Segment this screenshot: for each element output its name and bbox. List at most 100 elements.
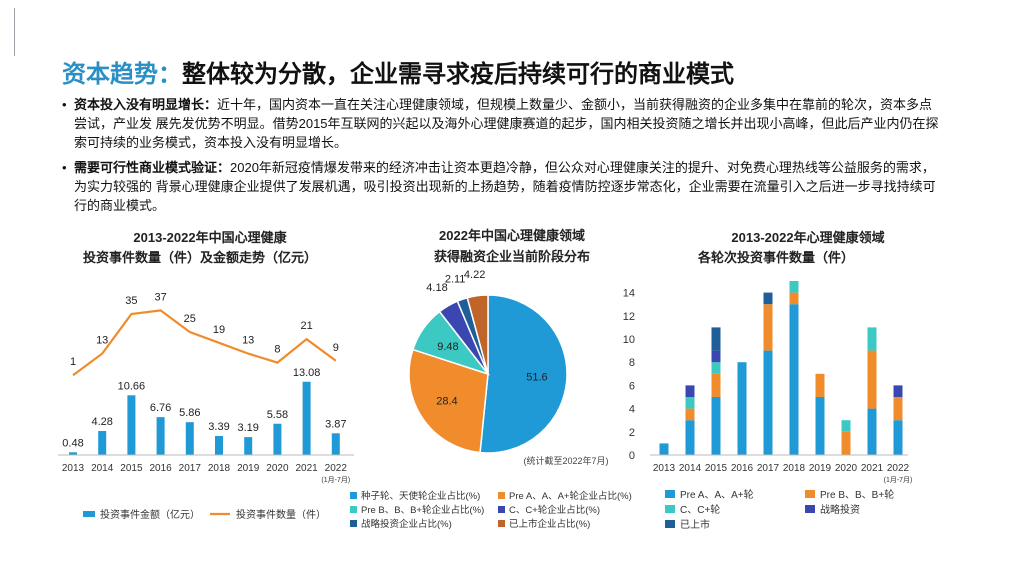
- chart3-x-tick: 2018: [783, 463, 806, 474]
- chart3-x-tick: 2015: [705, 463, 728, 474]
- chart1-line-label: 8: [274, 344, 280, 356]
- chart1-bar-label: 10.66: [118, 380, 146, 392]
- chart3-bar-segment: [711, 362, 721, 374]
- chart1-x-tick: 2019: [237, 463, 260, 474]
- chart1-bar: [331, 433, 340, 455]
- investment-trend-chart: 2013-2022年中国心理健康 投资事件数量（件）及金额走势（亿元） 0.48…: [58, 230, 354, 521]
- chart3-x-tick: 2013: [653, 463, 676, 474]
- funding-stage-pie-chart: 2022年中国心理健康领域 获得融资企业当前阶段分布 51.6 28.4 9.48 4…: [350, 228, 632, 530]
- chart3-bar-segment: [841, 420, 851, 432]
- chart2-slice-label: 4.18: [426, 282, 447, 294]
- chart1-x-tick-note: (1月-7月): [321, 476, 350, 484]
- chart1-bar: [244, 437, 253, 455]
- chart3-x-tick-note: (1月-7月): [884, 476, 913, 484]
- chart2-legend-swatch: [350, 520, 357, 527]
- chart2-legend-swatch: [498, 506, 505, 513]
- chart3-bar-segment: [867, 408, 877, 455]
- chart1-bar: [127, 395, 136, 455]
- chart3-bar-segment: [789, 304, 799, 455]
- chart3-bar-segment: [841, 431, 851, 455]
- chart1-x-tick: 2014: [91, 463, 114, 474]
- chart3-legend-label: C、C+轮: [680, 503, 720, 516]
- chart1-bar-label: 5.58: [267, 409, 288, 421]
- chart3-x-tick: 2014: [679, 463, 702, 474]
- chart3-legend-swatch: [805, 505, 815, 513]
- chart1-bar-label: 3.19: [237, 422, 258, 434]
- chart1-title-line1: 2013-2022年中国心理健康: [133, 230, 287, 245]
- chart1-bar: [215, 436, 223, 455]
- chart3-legend-swatch: [665, 520, 675, 528]
- chart3-bar-segment: [711, 397, 721, 455]
- chart3-bar-segment: [711, 373, 721, 397]
- summary-bullets: 资本投入没有明显增长：近十年，国内资本一直在关注心理健康领域，但规模上数量少、金…: [62, 95, 942, 221]
- chart3-y-tick: 12: [623, 311, 635, 323]
- chart3-legend-label: 已上市: [680, 518, 710, 531]
- chart1-bar: [98, 431, 107, 455]
- chart2-title-line2: 获得融资企业当前阶段分布: [434, 249, 590, 264]
- chart2-legend-label: 战略投资企业占比(%): [361, 518, 452, 530]
- chart2-pie-slice: [408, 348, 489, 454]
- chart3-y-tick: 2: [629, 427, 635, 439]
- chart3-title-line2: 各轮次投资事件数量（件）: [697, 250, 854, 265]
- chart1-legend-swatch-amount: [83, 511, 95, 517]
- chart3-x-tick: 2017: [757, 463, 780, 474]
- chart3-bar-segment: [815, 373, 825, 397]
- chart1-line-label: 13: [242, 335, 254, 347]
- chart1-bar: [185, 422, 194, 455]
- chart3-y-tick: 10: [623, 334, 635, 346]
- chart1-bar-label: 3.87: [325, 418, 346, 430]
- chart1-line-label: 25: [184, 313, 196, 325]
- chart1-line-label: 13: [96, 335, 108, 347]
- chart3-legend-swatch: [665, 490, 675, 498]
- chart1-x-tick: 2018: [208, 463, 231, 474]
- chart3-bar-segment: [893, 385, 903, 397]
- chart2-legend-swatch: [350, 492, 357, 499]
- chart3-bar-segment: [815, 397, 825, 455]
- chart3-bar-segment: [763, 292, 773, 305]
- chart2-legend-label: 已上市企业占比(%): [509, 518, 590, 530]
- chart1-bar-label: 3.39: [208, 421, 229, 433]
- chart3-x-tick: 2022: [887, 463, 910, 474]
- chart2-pie-slice: [466, 294, 489, 375]
- chart3-legend-label: Pre A、A、A+轮: [680, 488, 754, 501]
- chart3-title-line1: 2013-2022年心理健康领域: [731, 230, 884, 245]
- chart1-bar-label: 6.76: [150, 402, 171, 414]
- chart3-legend-swatch: [805, 490, 815, 498]
- chart1-line-label: 9: [333, 342, 339, 354]
- page-title-main: 整体较为分散，企业需寻求疫后持续可行的商业模式: [182, 61, 734, 88]
- chart3-y-tick: 0: [629, 450, 635, 462]
- chart1-bar-label: 4.28: [91, 416, 112, 428]
- header-divider-line: [14, 8, 15, 56]
- chart3-y-tick: 4: [629, 404, 635, 416]
- chart2-title-line1: 2022年中国心理健康领域: [439, 228, 585, 243]
- chart2-legend-label: 种子轮、天使轮企业占比(%): [361, 490, 480, 502]
- chart2-slice-label: 4.22: [464, 269, 485, 281]
- chart2-slice-label: 2.11: [445, 273, 466, 285]
- chart1-x-tick: 2021: [295, 463, 318, 474]
- chart3-legend-label: Pre B、B、B+轮: [820, 488, 894, 501]
- chart1-x-tick: 2017: [179, 463, 202, 474]
- chart3-x-tick: 2019: [809, 463, 832, 474]
- chart1-bar-label: 5.86: [179, 407, 200, 419]
- chart3-x-tick: 2021: [861, 463, 884, 474]
- chart2-pie-slice: [479, 294, 568, 454]
- chart3-bar-segment: [789, 292, 799, 305]
- chart3-bar-segment: [685, 408, 695, 421]
- chart2-note: (统计截至2022年7月): [523, 455, 608, 466]
- chart2-legend-swatch: [498, 520, 505, 527]
- chart1-bar: [156, 417, 165, 455]
- chart2-legend-swatch: [350, 506, 357, 513]
- chart3-y-tick: 14: [623, 288, 635, 300]
- chart2-legend-swatch: [498, 492, 505, 499]
- chart1-line-label: 21: [300, 320, 312, 332]
- chart3-bar-segment: [711, 327, 721, 351]
- chart3-legend-label: 战略投资: [820, 503, 860, 516]
- chart3-bar-segment: [685, 397, 695, 409]
- bullet-text: 2020年新冠疫情爆发带来的经济冲击让资本更趋冷静，但公众对心理健康关注的提升、…: [74, 160, 936, 213]
- rounds-stacked-chart: 2013-2022年心理健康领域 各轮次投资事件数量（件） 0 2 4 6 8 10 12 1…: [623, 230, 913, 531]
- chart3-bar-segment: [737, 362, 747, 455]
- chart1-bar: [302, 381, 311, 455]
- chart1-x-tick: 2020: [266, 463, 289, 474]
- chart2-legend-label: C、C+轮企业占比(%): [509, 504, 600, 516]
